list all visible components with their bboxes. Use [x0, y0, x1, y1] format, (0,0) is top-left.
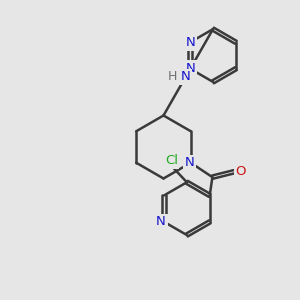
Text: N: N: [185, 36, 195, 49]
Text: N: N: [184, 156, 194, 169]
Text: N: N: [181, 70, 191, 83]
Text: Cl: Cl: [165, 154, 178, 167]
Text: O: O: [235, 165, 246, 178]
Text: N: N: [156, 215, 166, 228]
Text: H: H: [168, 70, 178, 83]
Text: N: N: [185, 62, 195, 75]
